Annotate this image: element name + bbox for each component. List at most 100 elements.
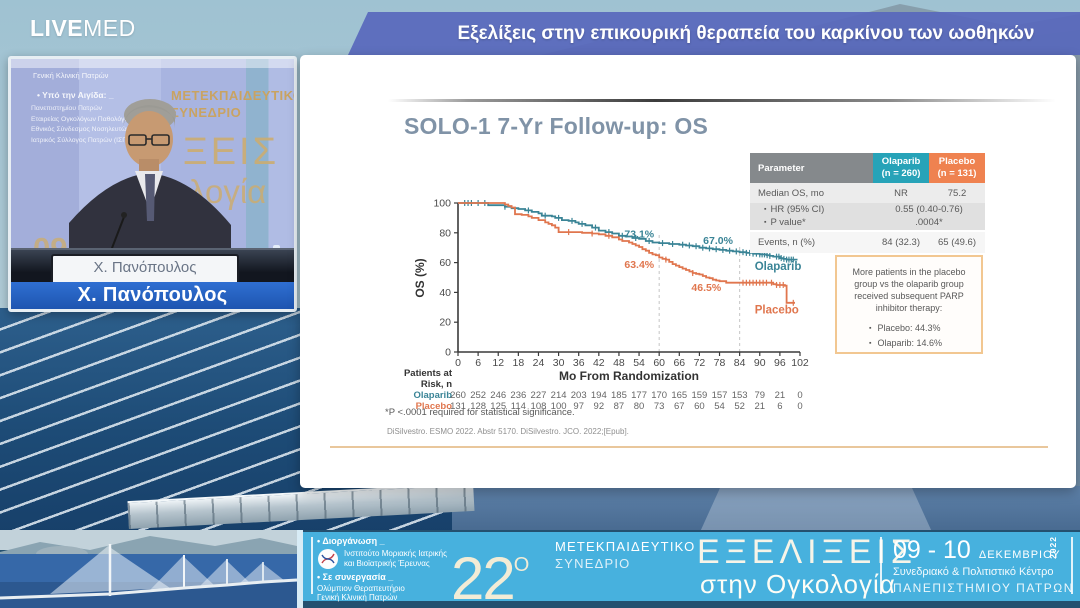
svg-text:159: 159 bbox=[691, 390, 707, 401]
svg-text:84: 84 bbox=[734, 357, 746, 369]
svg-text:157: 157 bbox=[712, 390, 728, 401]
svg-text:73.1%: 73.1% bbox=[624, 228, 654, 240]
svg-text:78: 78 bbox=[714, 357, 726, 369]
svg-text:153: 153 bbox=[732, 390, 748, 401]
svg-text:236: 236 bbox=[510, 390, 526, 401]
note-text: More patients in the placebo group vs th… bbox=[852, 267, 966, 313]
presentation-slide: SOLO-1 7-Yr Follow-up: OS 0 6 12 18 24 30 36 42… bbox=[300, 55, 1076, 488]
km-chart: 0 6 12 18 24 30 36 42 48 54 60 66 72 78 84 90 96 102 0 20 40… bbox=[390, 190, 820, 420]
svg-text:87: 87 bbox=[614, 401, 625, 412]
svg-text:20: 20 bbox=[439, 317, 451, 329]
speaker-name: Χ. Πανόπουλος bbox=[77, 284, 228, 306]
svg-text:227: 227 bbox=[531, 390, 547, 401]
banner-vline bbox=[1071, 537, 1073, 594]
svg-text:214: 214 bbox=[551, 390, 567, 401]
session-title: Εξελίξεις στην επικουρική θεραπεία του κ… bbox=[457, 22, 1035, 44]
congress-year: 2022 bbox=[1048, 536, 1058, 559]
svg-text:24: 24 bbox=[533, 357, 545, 369]
decorative-ghost-shape bbox=[700, 486, 932, 532]
svg-text:40: 40 bbox=[439, 287, 451, 299]
svg-text:114: 114 bbox=[511, 401, 526, 412]
livemed-logo: LIVEMED bbox=[30, 15, 136, 42]
congress-label: ΜΕΤΕΚΠΑΙΔΕΥΤΙΚΟ ΣΥΝΕΔΡΙΟ bbox=[555, 539, 696, 571]
svg-text:0: 0 bbox=[797, 390, 802, 401]
significance-footnote: *P <.0001 required for statistical signi… bbox=[385, 407, 575, 418]
organizer-name: Ινστιτούτο Μοριακής Ιατρικής και Βιοϊατρ… bbox=[344, 549, 447, 568]
km-survival-plot: 0 6 12 18 24 30 36 42 48 54 60 66 72 78 84 90 96 10202040… bbox=[404, 198, 809, 413]
collab-name-2: Γενική Κλινική Πατρών bbox=[317, 593, 398, 602]
svg-text:72: 72 bbox=[694, 357, 706, 369]
backdrop-congress: ΜΕΤΕΚΠΑΙΔΕΥΤΙΚΟ ΣΥΝΕΔΡΙΟ bbox=[171, 88, 297, 120]
svg-text:36: 36 bbox=[573, 357, 585, 369]
svg-text:79: 79 bbox=[754, 390, 765, 401]
svg-text:194: 194 bbox=[591, 390, 607, 401]
svg-text:170: 170 bbox=[651, 390, 667, 401]
svg-text:67: 67 bbox=[674, 401, 685, 412]
table-row-events: Events, n (%) 84 (32.3) 65 (49.6) bbox=[750, 230, 985, 253]
svg-text:63.4%: 63.4% bbox=[624, 259, 654, 271]
svg-text:Patients at: Patients at bbox=[404, 368, 453, 379]
svg-text:Mo From Randomization: Mo From Randomization bbox=[559, 369, 699, 383]
svg-text:100: 100 bbox=[551, 401, 567, 412]
banner-vline bbox=[880, 537, 882, 594]
table-row-median-os: Median OS, mo NR 75.2 bbox=[750, 183, 985, 203]
footer-separator bbox=[297, 530, 303, 608]
svg-text:73: 73 bbox=[654, 401, 665, 412]
svg-text:252: 252 bbox=[470, 390, 486, 401]
svg-text:30: 30 bbox=[553, 357, 565, 369]
organizer-label: • Διοργάνωση _ bbox=[317, 536, 385, 546]
svg-text:48: 48 bbox=[613, 357, 625, 369]
svg-text:60: 60 bbox=[439, 257, 451, 269]
svg-text:177: 177 bbox=[631, 390, 647, 401]
svg-text:21: 21 bbox=[754, 401, 765, 412]
parp-note-box: More patients in the placebo group vs th… bbox=[835, 255, 983, 354]
banner-vline bbox=[311, 537, 313, 594]
svg-text:46.5%: 46.5% bbox=[691, 282, 721, 294]
svg-text:80: 80 bbox=[439, 227, 451, 239]
backdrop-big-text-1: ΞΕΙΣ bbox=[183, 131, 280, 173]
svg-text:90: 90 bbox=[754, 357, 766, 369]
slide-title: SOLO-1 7-Yr Follow-up: OS bbox=[404, 113, 708, 139]
sea-strip bbox=[452, 486, 1080, 532]
collab-name-1: Ολύμπιον Θεραπευτήριο bbox=[317, 584, 405, 593]
svg-text:Risk, n: Risk, n bbox=[421, 379, 452, 390]
citation: DiSilvestro. ESMO 2022. Abstr 5170. DiSi… bbox=[387, 427, 629, 436]
svg-text:21: 21 bbox=[775, 390, 786, 401]
table-header-olaparib: Olaparib (n = 260) bbox=[873, 153, 929, 183]
congress-subtitle: στην Ογκολογία bbox=[700, 569, 896, 599]
backdrop-light-band bbox=[11, 59, 294, 68]
os-results-table: Parameter Olaparib (n = 260) Placebo (n = … bbox=[750, 153, 985, 253]
svg-text:42: 42 bbox=[593, 357, 605, 369]
svg-text:6: 6 bbox=[777, 401, 782, 412]
speaker-video[interactable]: Γενική Κλινική Πατρών • Υπό την Αιγίδα: … bbox=[8, 56, 297, 312]
svg-text:92: 92 bbox=[594, 401, 605, 412]
svg-text:18: 18 bbox=[513, 357, 525, 369]
collab-label: • Σε συνεργασία _ bbox=[317, 572, 394, 582]
svg-text:108: 108 bbox=[531, 401, 547, 412]
svg-text:100: 100 bbox=[433, 198, 451, 210]
svg-text:54: 54 bbox=[714, 401, 725, 412]
svg-text:0: 0 bbox=[445, 347, 451, 359]
svg-text:125: 125 bbox=[490, 401, 506, 412]
svg-text:185: 185 bbox=[611, 390, 627, 401]
organizer-row: Ινστιτούτο Μοριακής Ιατρικής και Βιοϊατρ… bbox=[317, 548, 447, 570]
organizer-logo bbox=[318, 549, 338, 569]
svg-text:54: 54 bbox=[633, 357, 645, 369]
svg-text:60: 60 bbox=[653, 357, 665, 369]
svg-text:66: 66 bbox=[673, 357, 685, 369]
svg-text:102: 102 bbox=[791, 357, 809, 369]
speaker-caption-bar: Χ. Πανόπουλος bbox=[11, 282, 294, 309]
slide-footer-rule bbox=[330, 446, 1048, 448]
congress-title: ΕΞΕΛΙΞΕΙΣ bbox=[697, 533, 917, 571]
table-header-parameter: Parameter bbox=[750, 153, 873, 183]
svg-text:96: 96 bbox=[774, 357, 786, 369]
svg-text:203: 203 bbox=[571, 390, 587, 401]
backdrop-clinic: Γενική Κλινική Πατρών bbox=[33, 71, 109, 80]
venue-line-1: Συνεδριακό & Πολιτιστικό Κέντρο bbox=[893, 566, 1054, 578]
session-title-bar: Εξελίξεις στην επικουρική θεραπεία του κ… bbox=[348, 12, 1080, 55]
svg-text:Placebo: Placebo bbox=[755, 304, 799, 316]
backdrop-aegis-list: Πανεπιστημίου Πατρών Εταιρείας Ογκολόγων… bbox=[31, 105, 164, 144]
table-row-hr-pvalue: HR (95% CI) P value* 0.55 (0.40-0.76) .0… bbox=[750, 203, 985, 230]
svg-text:67.0%: 67.0% bbox=[703, 235, 733, 247]
svg-text:Olaparib: Olaparib bbox=[755, 261, 802, 273]
